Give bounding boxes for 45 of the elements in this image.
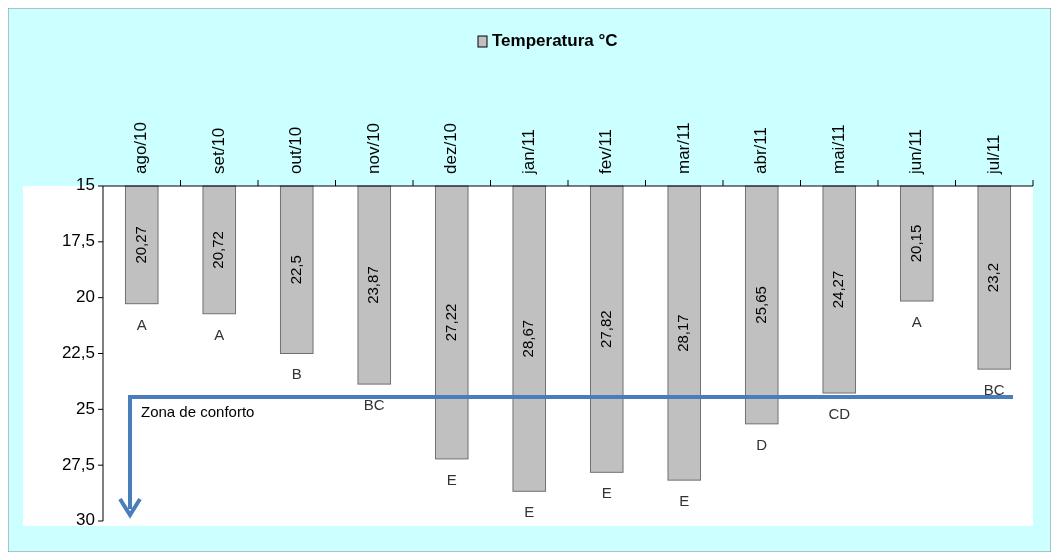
annotation: CD [828,405,851,422]
data-label: 23,2 [984,262,1002,293]
x-tick-label: jun/11 [906,128,926,175]
annotation: E [446,470,457,488]
annotation: A [911,312,922,330]
data-label: 25,65 [751,286,769,324]
data-label: 23,87 [364,266,382,304]
x-tick-label: mai/11 [828,124,848,174]
y-tick-label: 22,5 [61,342,95,362]
y-tick-label: 17,5 [61,231,95,251]
annotation: A [214,325,225,343]
annotation: A [136,315,147,333]
annotation: D [756,435,768,453]
annotation: E [524,503,535,521]
annotation: E [679,492,690,510]
y-tick-label: 30 [76,510,95,530]
ref-line-label: Zona de conforto [141,403,255,421]
annotation: E [601,484,612,502]
y-tick-label: 27,5 [61,454,95,474]
x-tick-label: mar/11 [673,122,693,174]
x-tick-label: jul/11 [983,134,1003,175]
x-tick-label: ago/10 [131,122,151,174]
data-label: 28,67 [519,319,537,358]
x-tick-label: out/10 [286,126,306,174]
x-tick-label: abr/11 [751,127,771,174]
data-label: 22,5 [286,255,304,285]
data-label: 20,27 [131,226,149,264]
y-tick-label: 20 [76,287,95,307]
data-label: 24,27 [829,270,847,309]
data-label: 20,72 [209,231,227,269]
x-tick-label: set/10 [208,127,228,174]
y-tick-label: 15 [76,175,95,195]
data-label: 20,15 [906,224,924,263]
x-tick-label: nov/10 [363,122,383,174]
annotation: BC [363,396,385,414]
y-tick-label: 25 [76,398,95,418]
data-label: 27,22 [441,303,459,342]
data-label: 27,82 [596,310,614,348]
data-label: 28,17 [674,314,692,352]
x-tick-label: dez/10 [441,122,461,174]
annotation: BC [983,381,1005,399]
x-tick-label: fev/11 [596,128,616,174]
annotation: B [291,365,302,383]
x-tick-label: jan/11 [518,128,538,175]
legend-label: Temperatura °C [492,31,618,51]
